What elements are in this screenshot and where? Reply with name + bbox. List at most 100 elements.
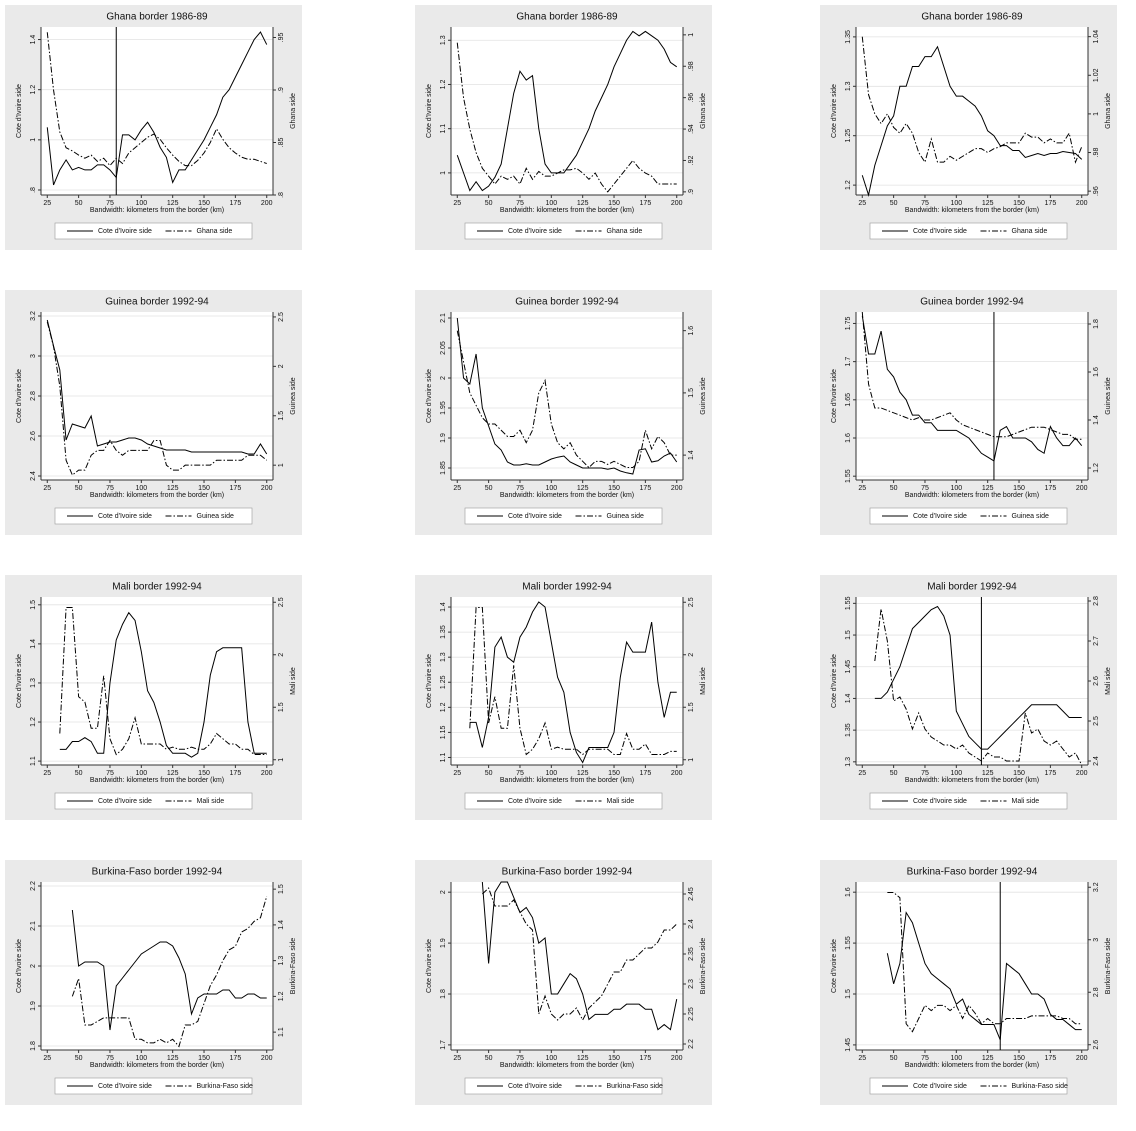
legend-label: Cote d'Ivoire side bbox=[508, 798, 562, 805]
y-tick-label: 2 bbox=[440, 890, 447, 894]
series-line bbox=[456, 330, 677, 469]
y-axis-label: Cote d'Ivoire side bbox=[426, 369, 433, 423]
y2-tick-label: 2.5 bbox=[688, 597, 695, 607]
y-tick-label: 1.2 bbox=[845, 180, 852, 190]
y2-tick-label: 2.5 bbox=[1093, 716, 1100, 726]
y2-tick-label: 1.5 bbox=[278, 702, 285, 712]
x-tick-label: 100 bbox=[545, 200, 557, 207]
y2-tick-label: 1.4 bbox=[1093, 415, 1100, 425]
series-line bbox=[874, 605, 1082, 750]
legend-box bbox=[54, 222, 253, 240]
y-tick-label: 1.3 bbox=[845, 81, 852, 91]
x-tick-label: 25 bbox=[453, 1055, 461, 1062]
x-tick-label: 150 bbox=[1013, 485, 1025, 492]
y-axis-label: Cote d'Ivoire side bbox=[16, 369, 23, 423]
series-line bbox=[456, 30, 678, 192]
y2-tick-label: 1.2 bbox=[278, 991, 285, 1001]
x-tick-label: 200 bbox=[1076, 485, 1088, 492]
y-tick-label: 2.1 bbox=[30, 921, 37, 931]
legend-label: Cote d'Ivoire side bbox=[98, 228, 152, 235]
x-axis-label: Bandwidth: kilometers from the border (k… bbox=[905, 777, 1039, 784]
chart-title: Mali border 1992-94 bbox=[522, 582, 612, 593]
x-axis-label: Bandwidth: kilometers from the border (k… bbox=[500, 492, 634, 499]
series-line bbox=[481, 881, 678, 1031]
plot-area bbox=[41, 597, 273, 765]
legend-box bbox=[869, 222, 1068, 240]
x-axis-label: Bandwidth: kilometers from the border (k… bbox=[905, 1062, 1039, 1069]
x-tick-label: 150 bbox=[198, 770, 210, 777]
legend-label: Cote d'Ivoire side bbox=[98, 1083, 152, 1090]
y2-axis-label: Mali side bbox=[1105, 667, 1112, 695]
plot-area bbox=[856, 882, 1088, 1050]
y-tick-label: 1.2 bbox=[440, 702, 447, 712]
series-line bbox=[456, 317, 678, 475]
y2-tick-label: 2.2 bbox=[688, 1039, 695, 1049]
y-tick-label: 1.8 bbox=[440, 989, 447, 999]
chart-panel: Mali border 1992-94 1.1 1.15 1.2 1.25 1.3 1.35… bbox=[415, 575, 712, 820]
y-tick-label: 2.05 bbox=[440, 341, 447, 355]
legend-label: Ghana side bbox=[197, 228, 233, 235]
y-tick-label: 1.55 bbox=[845, 469, 852, 483]
y2-tick-label: .8 bbox=[278, 192, 285, 198]
y-tick-label: 1.1 bbox=[440, 753, 447, 763]
y2-tick-label: 1 bbox=[278, 758, 285, 762]
x-tick-label: 100 bbox=[135, 770, 147, 777]
x-tick-label: 50 bbox=[890, 200, 898, 207]
y-tick-label: 1.5 bbox=[845, 989, 852, 999]
x-tick-label: 75 bbox=[516, 770, 524, 777]
y2-axis-label: Burkina-Faso side bbox=[290, 938, 297, 995]
y2-tick-label: 3 bbox=[1093, 938, 1100, 942]
x-tick-label: 50 bbox=[485, 200, 493, 207]
series-line bbox=[71, 909, 267, 1031]
y2-tick-label: .94 bbox=[688, 124, 695, 134]
y-tick-label: 2.2 bbox=[30, 881, 37, 891]
x-tick-label: 100 bbox=[545, 485, 557, 492]
y-tick-label: 2 bbox=[30, 964, 37, 968]
chart-panel: Guinea border 1992-94 2.4 2.6 2.8 3 3.2 1 1.5 2 2… bbox=[5, 290, 302, 535]
series-line bbox=[469, 607, 677, 756]
x-tick-label: 50 bbox=[485, 485, 493, 492]
legend-box bbox=[869, 507, 1068, 525]
y-tick-label: 1.5 bbox=[845, 630, 852, 640]
x-tick-label: 50 bbox=[485, 1055, 493, 1062]
y-tick-label: 2.8 bbox=[30, 391, 37, 401]
x-tick-label: 200 bbox=[261, 200, 273, 207]
chart-title: Mali border 1992-94 bbox=[927, 582, 1017, 593]
y2-tick-label: 1.2 bbox=[1093, 463, 1100, 473]
legend-box bbox=[54, 1077, 253, 1095]
x-tick-label: 75 bbox=[516, 200, 524, 207]
x-tick-label: 125 bbox=[577, 1055, 589, 1062]
series-line bbox=[46, 32, 267, 167]
x-tick-label: 100 bbox=[950, 770, 962, 777]
series-line bbox=[46, 319, 268, 455]
x-tick-label: 150 bbox=[1013, 1055, 1025, 1062]
y2-tick-label: 1 bbox=[688, 758, 695, 762]
series-line bbox=[59, 607, 267, 756]
x-tick-label: 200 bbox=[671, 1055, 683, 1062]
x-tick-label: 25 bbox=[858, 200, 866, 207]
y2-tick-label: 3.2 bbox=[1093, 882, 1100, 892]
y-tick-label: 1.3 bbox=[30, 678, 37, 688]
y2-tick-label: 1.4 bbox=[278, 920, 285, 930]
x-axis-label: Bandwidth: kilometers from the border (k… bbox=[500, 1062, 634, 1069]
x-tick-label: 125 bbox=[577, 200, 589, 207]
chart-title: Burkina-Faso border 1992-94 bbox=[907, 867, 1038, 878]
y-tick-label: 3.2 bbox=[30, 311, 37, 321]
plot-area bbox=[451, 27, 683, 195]
y2-tick-label: 1.1 bbox=[278, 1027, 285, 1037]
y-tick-label: 1.15 bbox=[440, 725, 447, 739]
x-tick-label: 125 bbox=[167, 770, 179, 777]
x-tick-label: 150 bbox=[198, 485, 210, 492]
x-tick-label: 200 bbox=[671, 485, 683, 492]
legend-label: Burkina-Faso side bbox=[197, 1083, 254, 1090]
y2-tick-label: 1 bbox=[278, 463, 285, 467]
y-tick-label: 1.9 bbox=[440, 433, 447, 443]
x-tick-label: 50 bbox=[890, 485, 898, 492]
chart-panel: Burkina-Faso border 1992-94 1.7 1.8 1.9 2 2.2… bbox=[415, 860, 712, 1105]
series-line bbox=[886, 911, 1082, 1041]
x-tick-label: 175 bbox=[1045, 200, 1057, 207]
x-tick-label: 125 bbox=[167, 1055, 179, 1062]
y-tick-label: 1.25 bbox=[845, 129, 852, 143]
y2-axis-label: Guinea side bbox=[1105, 377, 1112, 414]
y-tick-label: 1.75 bbox=[845, 317, 852, 331]
